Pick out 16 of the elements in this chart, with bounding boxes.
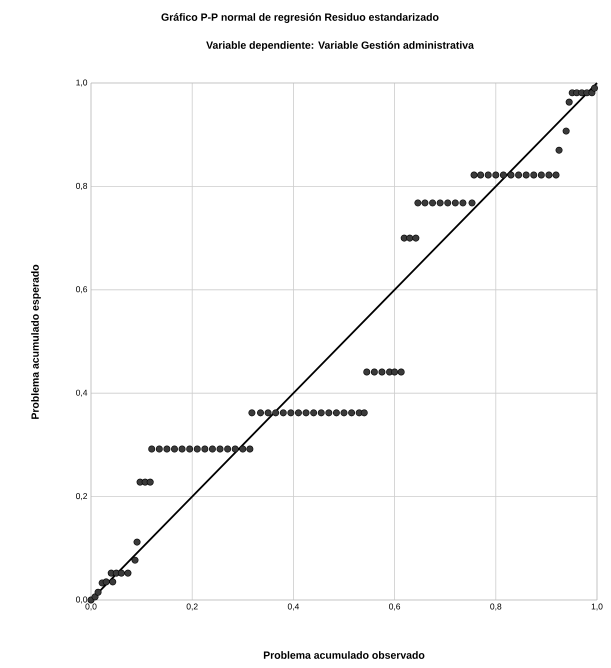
x-tick-label: 0,6	[389, 604, 400, 611]
x-tick-label: 0,4	[288, 604, 300, 611]
x-axis-title: Problema acumulado observado	[264, 651, 424, 659]
x-tick-label: 0,8	[490, 604, 502, 611]
chart-subtitle: Variable dependiente: Variable Gestión administrativa	[206, 41, 474, 51]
x-tick-label: 1,0	[592, 604, 603, 611]
y-tick-label: 0,2	[76, 493, 88, 500]
y-tick-label: 1,0	[76, 80, 88, 86]
x-tick-label: 0,0	[85, 604, 97, 611]
x-tick-label: 0,2	[186, 604, 198, 611]
y-tick-label: 0,6	[76, 286, 88, 294]
chart-title: Gráfico P-P normal de regresión Residuo estandarizado	[161, 13, 439, 23]
y-tick-label: 0,4	[76, 390, 88, 397]
y-tick-label: 0,0	[76, 596, 88, 604]
y-tick-label: 0,8	[76, 182, 88, 190]
y-axis-title: Problema acumulado esperado	[31, 264, 41, 419]
